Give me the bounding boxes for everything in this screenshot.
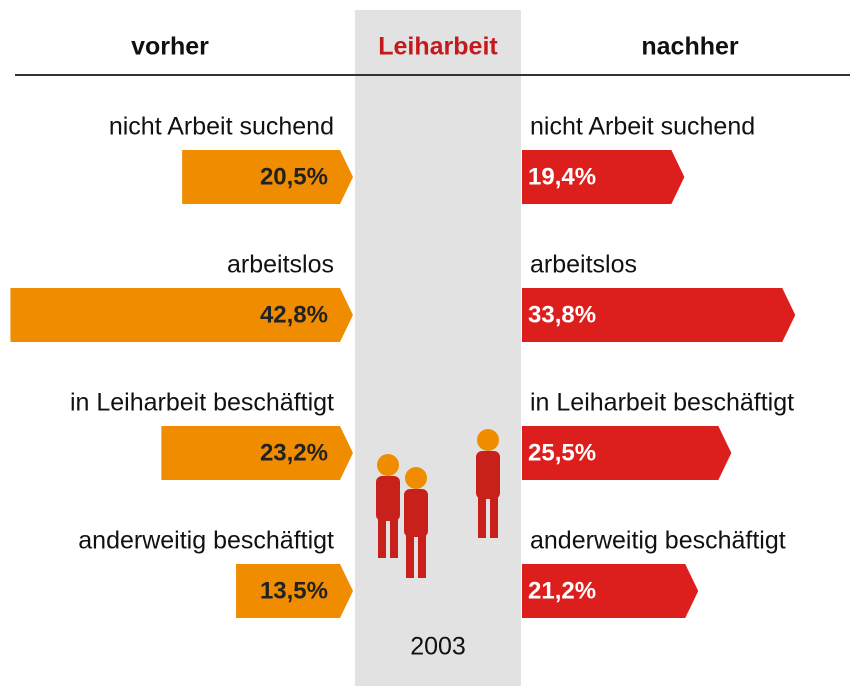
right-header: nachher <box>641 33 739 61</box>
category-label: arbeitslos <box>530 251 637 279</box>
bar <box>522 426 732 480</box>
value-label: 20,5% <box>260 163 328 190</box>
bar <box>161 426 353 480</box>
category-label: in Leiharbeit beschäftigt <box>530 389 794 417</box>
people-icon <box>376 429 500 578</box>
bar <box>522 288 796 342</box>
category-label: nicht Arbeit suchend <box>109 113 334 141</box>
chart-title: Leiharbeit <box>378 33 498 61</box>
value-label: 25,5% <box>528 439 596 466</box>
value-label: 13,5% <box>260 577 328 604</box>
bar <box>522 564 699 618</box>
bar <box>522 150 685 204</box>
category-label: arbeitslos <box>227 251 334 279</box>
center-band <box>355 10 521 686</box>
bar <box>10 288 353 342</box>
value-label: 19,4% <box>528 163 596 190</box>
value-label: 23,2% <box>260 439 328 466</box>
value-label: 42,8% <box>260 301 328 328</box>
category-label: anderweitig beschäftigt <box>530 527 786 555</box>
category-label: in Leiharbeit beschäftigt <box>70 389 334 417</box>
bar <box>182 150 353 204</box>
category-label: anderweitig beschäftigt <box>78 527 334 555</box>
year-label: 2003 <box>410 633 466 661</box>
value-label: 21,2% <box>528 577 596 604</box>
bar <box>236 564 353 618</box>
left-header: vorher <box>131 33 209 61</box>
category-label: nicht Arbeit suchend <box>530 113 755 141</box>
value-label: 33,8% <box>528 301 596 328</box>
